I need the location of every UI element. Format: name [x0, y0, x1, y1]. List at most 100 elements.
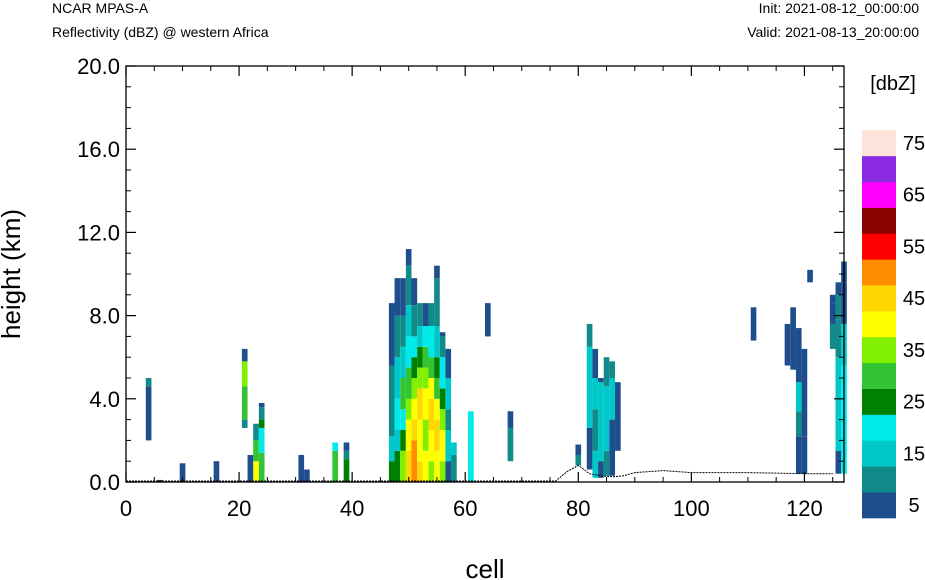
- reflectivity-cell: [428, 430, 435, 462]
- reflectivity-cell: [434, 326, 440, 358]
- reflectivity-cell: [400, 315, 406, 347]
- reflectivity-cell: [445, 348, 452, 378]
- reflectivity-cell: [241, 386, 248, 420]
- colorbar-swatch: [862, 388, 896, 415]
- reflectivity-cell: [388, 303, 395, 366]
- reflectivity-cell: [485, 303, 491, 337]
- reflectivity-cell: [598, 378, 604, 383]
- colorbar-label: 65: [903, 185, 925, 207]
- reflectivity-cell: [835, 319, 842, 358]
- reflectivity-cell: [439, 336, 446, 358]
- reflectivity-cell: [405, 419, 412, 451]
- reflectivity-cell: [394, 278, 401, 316]
- reflectivity-cell: [417, 303, 423, 326]
- y-tick-label: 8.0: [89, 304, 120, 329]
- reflectivity-cell: [422, 388, 429, 420]
- reflectivity-cell: [411, 398, 418, 420]
- colorbar-swatch: [862, 207, 896, 234]
- colorbar-label: 5: [908, 495, 919, 517]
- reflectivity-cell: [434, 357, 440, 378]
- reflectivity-cell: [417, 461, 423, 482]
- reflectivity-cell: [411, 440, 418, 482]
- reflectivity-cell: [434, 419, 440, 451]
- reflectivity-cell: [790, 307, 796, 370]
- y-tick-label: 12.0: [77, 220, 120, 245]
- reflectivity-cell: [343, 442, 350, 451]
- reflectivity-cell: [428, 303, 435, 326]
- reflectivity-cell: [258, 452, 265, 482]
- reflectivity-cell: [575, 444, 582, 455]
- reflectivity-cell: [400, 378, 406, 410]
- colorbar-label: 15: [903, 443, 925, 465]
- reflectivity-cell: [829, 294, 836, 304]
- reflectivity-cell: [422, 326, 429, 347]
- reflectivity-cell: [428, 326, 435, 358]
- reflectivity-cell: [507, 411, 514, 428]
- colorbar-swatch: [862, 311, 896, 338]
- reflectivity-cell: [411, 278, 418, 306]
- reflectivity-cell: [575, 454, 582, 466]
- colorbar-swatch: [862, 440, 896, 467]
- y-tick-label: 16.0: [77, 137, 120, 162]
- reflectivity-cell: [609, 419, 616, 476]
- reflectivity-cell: [258, 402, 265, 408]
- reflectivity-cell: [258, 427, 265, 453]
- colorbar-swatch: [862, 492, 896, 519]
- reflectivity-cell: [405, 249, 412, 266]
- reflectivity-cell: [615, 382, 621, 451]
- reflectivity-cell: [468, 411, 474, 482]
- reflectivity-cell: [298, 454, 305, 482]
- reflectivity-cell: [417, 326, 423, 347]
- reflectivity-cell: [405, 367, 412, 399]
- reflectivity-cell: [434, 398, 440, 420]
- reflectivity-cell: [445, 461, 452, 482]
- reflectivity-cell: [405, 398, 412, 420]
- x-tick-label: 20: [227, 496, 251, 521]
- colorbar-swatch: [862, 181, 896, 208]
- reflectivity-cell: [598, 382, 604, 462]
- reflectivity-cells: [145, 249, 847, 482]
- reflectivity-cell: [445, 378, 452, 410]
- reflectivity-cell: [145, 378, 152, 387]
- reflectivity-cell: [241, 361, 248, 387]
- reflectivity-cell: [258, 407, 265, 420]
- x-tick-label: 40: [340, 496, 364, 521]
- reflectivity-cell: [592, 409, 599, 451]
- valid-time: Valid: 2021-08-13_20:00:00: [747, 24, 919, 40]
- colorbar: 5 15 25 35 45 55 65 75: [862, 130, 925, 519]
- reflectivity-cell: [801, 436, 808, 474]
- x-tick-label: 0: [120, 496, 132, 521]
- reflectivity-cell: [451, 442, 457, 455]
- reflectivity-cell: [428, 398, 435, 430]
- reflectivity-cell: [603, 357, 610, 387]
- reflectivity-cell: [829, 303, 836, 324]
- colorbar-swatch: [862, 466, 896, 493]
- reflectivity-cell: [400, 278, 406, 316]
- colorbar-swatch: [862, 336, 896, 364]
- reflectivity-cell: [400, 409, 406, 430]
- reflectivity-cell: [586, 346, 593, 428]
- reflectivity-cell: [829, 323, 836, 349]
- colorbar-swatch: [862, 285, 896, 312]
- reflectivity-cell: [422, 419, 429, 451]
- reflectivity-cell: [405, 265, 412, 306]
- x-tick-label: 60: [453, 496, 477, 521]
- y-tick-label: 20.0: [77, 54, 120, 79]
- reflectivity-cell: [592, 450, 599, 478]
- reflectivity-cell: [795, 328, 802, 383]
- colorbar-swatch: [862, 362, 896, 389]
- reflectivity-cell: [411, 357, 418, 378]
- reflectivity-cell: [304, 469, 310, 482]
- y-tick-label: 4.0: [89, 387, 120, 412]
- x-tick-label: 120: [786, 496, 823, 521]
- reflectivity-cell: [428, 357, 435, 378]
- reflectivity-cell: [422, 450, 429, 482]
- reflectivity-cell: [434, 450, 440, 482]
- colorbar-label: 35: [903, 340, 925, 362]
- reflectivity-cell: [445, 409, 452, 430]
- reflectivity-cell: [750, 307, 757, 341]
- reflectivity-cell: [422, 346, 429, 368]
- x-axis-title: cell: [465, 554, 504, 580]
- reflectivity-cell: [434, 265, 440, 279]
